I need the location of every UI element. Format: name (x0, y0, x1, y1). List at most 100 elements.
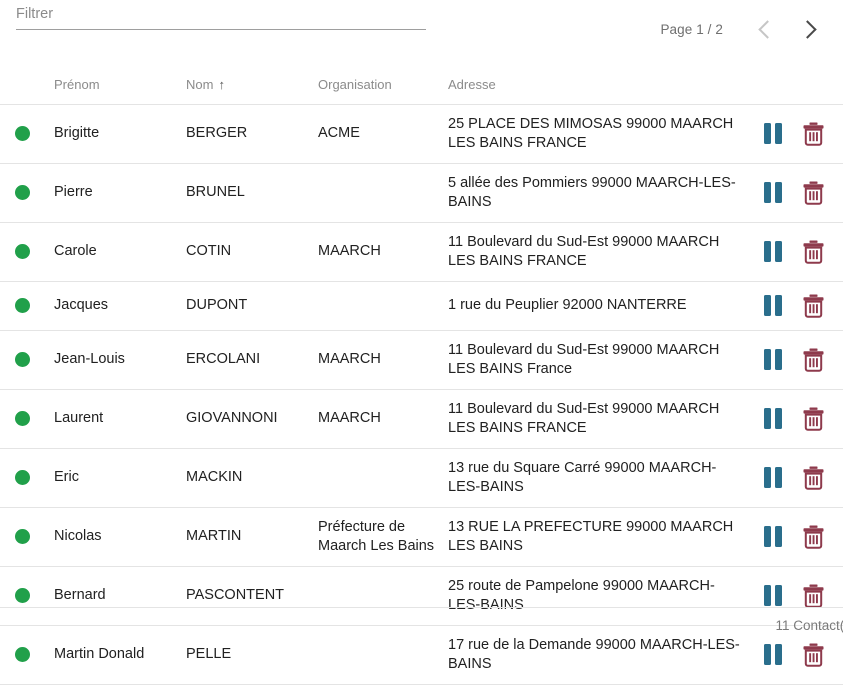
trash-icon (803, 181, 823, 205)
sort-ascending-icon: ↑ (218, 76, 225, 92)
cell-nom: DUPONT (186, 281, 318, 331)
status-dot-icon (15, 646, 30, 662)
cell-nom: MACKIN (186, 448, 318, 508)
status-dot-icon (15, 184, 30, 200)
row-delete-button[interactable] (800, 465, 826, 491)
pause-bars-icon (764, 295, 782, 316)
cell-actions (758, 389, 843, 449)
pause-bars-icon (764, 123, 782, 144)
cell-prenom: Brigitte (54, 104, 186, 164)
row-detail-button[interactable] (760, 642, 786, 668)
cell-actions (758, 448, 843, 508)
row-actions (758, 465, 835, 491)
trash-icon (803, 240, 823, 264)
row-delete-button[interactable] (800, 239, 826, 265)
next-page-button[interactable] (787, 12, 827, 46)
cell-nom: MARTIN (186, 507, 318, 567)
table-row[interactable]: Brigitte BERGER ACME 25 PLACE DES MIMOSAS 9… (0, 104, 843, 164)
row-delete-button[interactable] (800, 583, 826, 609)
cell-actions (758, 330, 843, 390)
table-row[interactable]: Eric MACKIN 13 rue du Square Carré 99000 M… (0, 448, 843, 508)
column-header-organisation[interactable]: Organisation (318, 48, 448, 105)
row-status-cell (0, 163, 54, 223)
trash-icon (803, 643, 823, 667)
column-header-prenom[interactable]: Prénom (54, 48, 186, 105)
cell-nom: ERCOLANI (186, 330, 318, 390)
table-body: Brigitte BERGER ACME 25 PLACE DES MIMOSAS 9… (0, 104, 843, 685)
row-detail-button[interactable] (760, 524, 786, 550)
row-delete-button[interactable] (800, 293, 826, 319)
cell-adresse: 25 route de Pampelone 99000 MAARCH-LES-B… (448, 566, 758, 626)
table-row[interactable]: Carole COTIN MAARCH 11 Boulevard du Sud-Est… (0, 222, 843, 282)
row-detail-button[interactable] (760, 180, 786, 206)
row-delete-button[interactable] (800, 642, 826, 668)
row-actions (758, 524, 835, 550)
trash-icon (803, 584, 823, 608)
cell-organisation: MAARCH (318, 389, 448, 449)
row-actions (758, 642, 835, 668)
table-row[interactable]: Pierre BRUNEL 5 allée des Pommiers 99000 M… (0, 163, 843, 223)
row-detail-button[interactable] (760, 406, 786, 432)
contacts-table: Prénom Nom ↑ Organisation Adresse Brigitt… (0, 48, 843, 685)
row-detail-button[interactable] (760, 347, 786, 373)
cell-organisation: Préfecture de Maarch Les Bains (318, 507, 448, 567)
cell-adresse: 13 rue du Square Carré 99000 MAARCH-LES-… (448, 448, 758, 508)
cell-adresse: 1 rue du Peuplier 92000 NANTERRE (448, 281, 758, 331)
cell-organisation: MAARCH (318, 222, 448, 282)
column-header-adresse[interactable]: Adresse (448, 48, 758, 105)
chevron-left-icon (757, 19, 777, 39)
row-detail-button[interactable] (760, 121, 786, 147)
pause-bars-icon (764, 349, 782, 370)
previous-page-button[interactable] (747, 12, 787, 46)
pagination: Page 1 / 2 (660, 12, 827, 46)
contact-count-label: 11 Contact(s (775, 617, 843, 633)
cell-adresse: 11 Boulevard du Sud-Est 99000 MAARCH LES… (448, 389, 758, 449)
pause-bars-icon (764, 644, 782, 665)
table-footer: 11 Contact(s (0, 607, 843, 642)
row-detail-button[interactable] (760, 293, 786, 319)
row-status-cell (0, 507, 54, 567)
row-actions (758, 583, 835, 609)
row-delete-button[interactable] (800, 121, 826, 147)
cell-prenom: Pierre (54, 163, 186, 223)
row-delete-button[interactable] (800, 406, 826, 432)
row-delete-button[interactable] (800, 524, 826, 550)
status-dot-icon (15, 243, 30, 259)
column-header-adresse-label: Adresse (448, 76, 496, 92)
trash-icon (803, 294, 823, 318)
row-delete-button[interactable] (800, 180, 826, 206)
cell-nom: BERGER (186, 104, 318, 164)
cell-organisation (318, 281, 448, 331)
cell-actions (758, 104, 843, 164)
row-status-cell (0, 389, 54, 449)
cell-organisation: MAARCH (318, 330, 448, 390)
row-actions (758, 406, 835, 432)
status-dot-icon (15, 297, 30, 313)
cell-adresse: 11 Boulevard du Sud-Est 99000 MAARCH LES… (448, 222, 758, 282)
table-row[interactable]: Jean-Louis ERCOLANI MAARCH 11 Boulevard du … (0, 330, 843, 390)
row-detail-button[interactable] (760, 239, 786, 265)
table-row[interactable]: Nicolas MARTIN Préfecture de Maarch Les Ba… (0, 507, 843, 567)
column-header-actions (758, 48, 843, 105)
row-detail-button[interactable] (760, 465, 786, 491)
cell-prenom: Carole (54, 222, 186, 282)
pause-bars-icon (764, 241, 782, 262)
pause-bars-icon (764, 585, 782, 606)
row-delete-button[interactable] (800, 347, 826, 373)
pause-bars-icon (764, 408, 782, 429)
cell-organisation (318, 448, 448, 508)
column-header-nom-label: Nom (186, 76, 214, 92)
status-dot-icon (15, 587, 30, 603)
filter-input[interactable] (16, 4, 426, 30)
column-header-nom[interactable]: Nom ↑ (186, 48, 318, 105)
chevron-right-icon (797, 19, 817, 39)
cell-adresse: 11 Boulevard du Sud-Est 99000 MAARCH LES… (448, 330, 758, 390)
row-detail-button[interactable] (760, 583, 786, 609)
cell-nom: PASCONTENT (186, 566, 318, 626)
table-row[interactable]: Bernard PASCONTENT 25 route de Pampelone 9… (0, 566, 843, 626)
column-header-status (0, 48, 54, 105)
table-row[interactable]: Jacques DUPONT 1 rue du Peuplier 92000 NAN… (0, 281, 843, 331)
table-row[interactable]: Laurent GIOVANNONI MAARCH 11 Boulevard du S… (0, 389, 843, 449)
row-status-cell (0, 330, 54, 390)
status-dot-icon (15, 125, 30, 141)
